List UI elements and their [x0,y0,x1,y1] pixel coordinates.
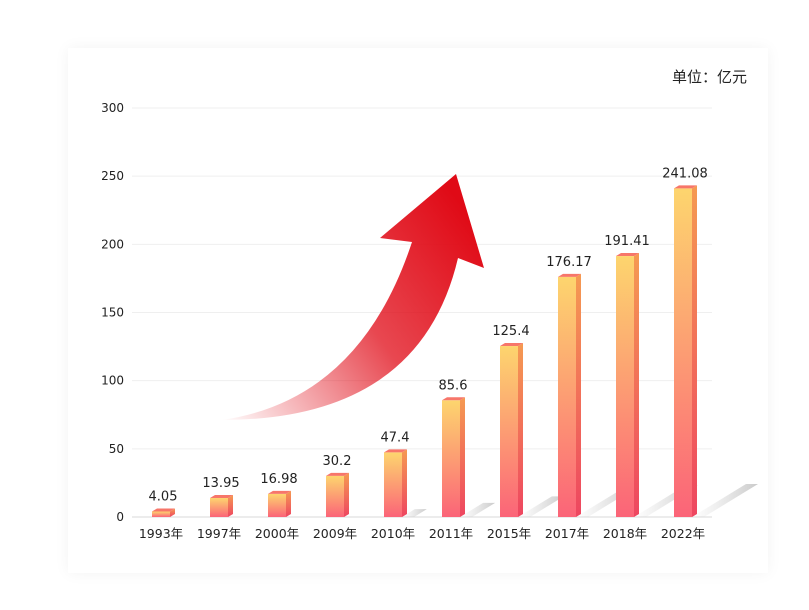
x-tick-label: 2011年 [429,526,473,541]
y-tick-label: 100 [101,374,124,388]
bar [326,475,344,517]
bar-top [152,508,175,512]
bar [268,493,286,517]
y-axis: 0 50 100 150 200 250 300 [101,101,124,524]
bar-shadow [402,509,427,517]
x-tick-label: 2015年 [487,526,531,541]
bar [442,400,460,517]
data-label: 13.95 [202,476,239,491]
x-tick-label: 2000年 [255,526,299,541]
bar-top [210,494,233,498]
bar-side [344,472,349,517]
x-tick-label: 2017年 [545,526,589,541]
x-tick-label: 2010年 [371,526,415,541]
y-tick-label: 150 [101,306,124,320]
y-tick-label: 50 [109,442,124,456]
bar-shadow [460,502,496,517]
x-tick-label: 2022年 [661,526,705,541]
data-label: 125.4 [492,324,529,339]
x-tick-label: 1993年 [139,526,183,541]
unit-label: 单位：亿元 [671,68,747,86]
bars: 4.05 13.95 16.98 30.2 47.4 85.6 125.4 176.17 191… [149,166,708,517]
bar-side [228,494,233,517]
data-label: 47.4 [381,430,410,445]
bar-top [326,472,349,476]
data-label: 191.41 [604,234,650,249]
trend-arrow-icon [222,174,484,420]
bar-top [500,343,523,347]
y-tick-label: 300 [101,101,124,115]
bar-top [674,185,697,189]
y-tick-label: 200 [101,237,124,251]
bar-shadow [692,484,758,517]
x-axis: 1993年 1997年 2000年 2009年 2010年 2011年 2015年 2017年… [139,526,705,541]
bar [500,346,518,517]
data-label: 4.05 [149,489,178,504]
bar [674,188,692,517]
bar-top [384,449,407,453]
bar-side [460,397,465,517]
bar-top [268,490,291,494]
bar-shadow [518,496,564,517]
data-label: 176.17 [546,255,592,270]
bar-top [558,273,581,277]
bar-side [634,253,639,517]
bar [558,276,576,517]
bar [384,452,402,517]
bar-side [170,508,175,517]
x-tick-label: 2009年 [313,526,357,541]
bar-top [442,397,465,401]
data-label: 16.98 [260,472,297,487]
data-label: 241.08 [662,166,708,181]
y-tick-label: 0 [116,510,124,524]
bar-side [402,449,407,517]
bar [210,497,228,517]
bar [616,256,634,517]
x-tick-label: 2018年 [603,526,647,541]
bar-side [518,343,523,517]
bar-side [576,273,581,517]
bar-side [286,490,291,517]
grid-lines [132,107,712,518]
bar-top [616,253,639,257]
data-label: 85.6 [439,378,468,393]
bar-side [692,185,697,517]
bar [152,511,170,517]
x-tick-label: 1997年 [197,526,241,541]
data-label: 30.2 [323,454,352,469]
y-tick-label: 250 [101,169,124,183]
